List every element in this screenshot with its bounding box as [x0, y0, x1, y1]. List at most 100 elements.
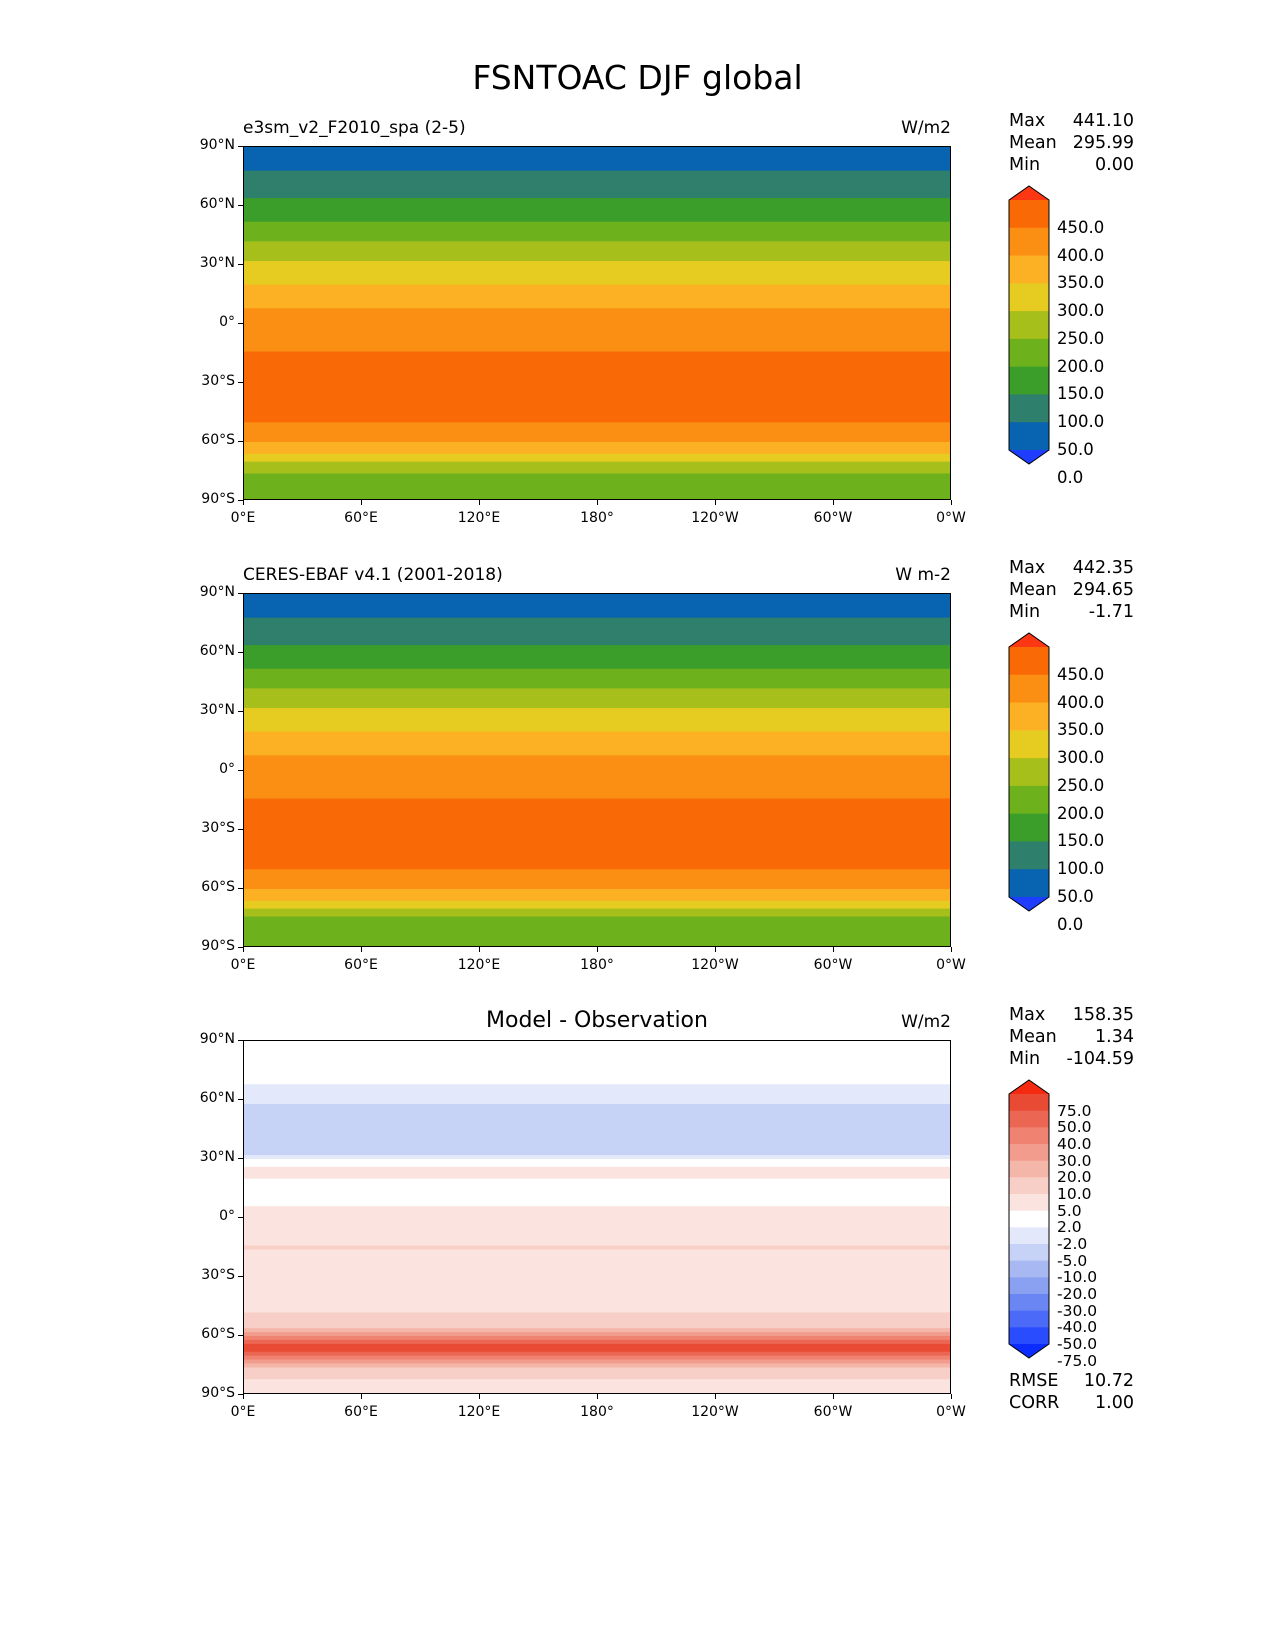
- colorbar-tick-label: -50.0: [1057, 1335, 1098, 1353]
- heatmap-band: [244, 837, 950, 843]
- heatmap-band: [244, 1100, 950, 1105]
- y-tick-label: 90°N: [199, 1031, 235, 1047]
- heatmap-band: [244, 316, 950, 321]
- colorbar-segment: [1009, 1194, 1049, 1212]
- heatmap-band: [244, 320, 950, 325]
- heatmap-band: [244, 1064, 950, 1070]
- panel-units: W m-2: [895, 565, 951, 585]
- x-tick-label: 60°W: [813, 1404, 853, 1420]
- heatmap-band: [244, 154, 950, 160]
- colorbar-tick-label: 350.0: [1057, 720, 1105, 740]
- heatmap-band: [244, 688, 950, 693]
- heatmap-band: [244, 465, 950, 471]
- heatmap-band: [244, 1135, 950, 1140]
- heatmap-band: [244, 347, 950, 353]
- heatmap-band: [244, 912, 950, 918]
- heatmap-band: [244, 1320, 950, 1325]
- heatmap-band: [244, 771, 950, 776]
- colorbar-segment: [1009, 1244, 1049, 1262]
- heatmap-band: [244, 755, 950, 760]
- heatmap-band: [244, 461, 950, 467]
- heatmap-band: [244, 241, 950, 246]
- y-tick-label: 90°S: [201, 1385, 235, 1401]
- stat-key: Mean: [1009, 1027, 1057, 1047]
- colorbar-extend-max: [1009, 186, 1049, 200]
- heatmap-band: [244, 1084, 950, 1089]
- heatmap-band: [244, 1269, 950, 1274]
- heatmap-band: [244, 213, 950, 219]
- colorbar-tick-label: 0.0: [1057, 467, 1084, 487]
- heatmap-band: [244, 335, 950, 341]
- y-tick-label: 90°N: [199, 584, 235, 600]
- stat-key: Max: [1009, 1005, 1046, 1025]
- heatmap-band: [244, 778, 950, 784]
- heatmap-band: [244, 633, 950, 638]
- heatmap-band: [244, 355, 950, 360]
- panel-units: W/m2: [901, 118, 951, 138]
- heatmap-band: [244, 1056, 950, 1062]
- heatmap-band: [244, 221, 950, 227]
- heatmap-band: [244, 1076, 950, 1081]
- heatmap-band: [244, 1300, 950, 1306]
- heatmap-band: [244, 1186, 950, 1192]
- heatmap-band: [244, 1052, 950, 1058]
- heatmap-band: [244, 810, 950, 815]
- heatmap-band: [244, 300, 950, 305]
- x-tick-label: 180°: [580, 1404, 614, 1420]
- colorbar-tick-label: 0.0: [1057, 914, 1084, 934]
- heatmap-band: [244, 798, 950, 804]
- heatmap-band: [244, 485, 950, 490]
- heatmap-band: [244, 261, 950, 266]
- heatmap-band: [244, 617, 950, 623]
- heatmap-band: [244, 198, 950, 203]
- stat-row: Mean 1.34: [1009, 1026, 1134, 1048]
- stat-value: 1.34: [1095, 1027, 1134, 1047]
- heatmap-band: [244, 166, 950, 172]
- heatmap-band: [244, 414, 950, 419]
- heatmap-band: [244, 869, 950, 874]
- colorbar-tick-label: -2.0: [1057, 1235, 1088, 1253]
- heatmap-band: [244, 826, 950, 831]
- heatmap-band: [244, 896, 950, 902]
- heatmap-band: [244, 889, 950, 894]
- heatmap-band: [244, 1127, 950, 1133]
- colorbar-tick-label: 100.0: [1057, 859, 1105, 879]
- heatmap-band: [244, 1218, 950, 1223]
- colorbar-tick-label: -30.0: [1057, 1301, 1098, 1320]
- stat-key: CORR: [1009, 1393, 1060, 1413]
- heatmap-band: [244, 386, 950, 392]
- heatmap-band: [244, 865, 950, 870]
- colorbar-tick-label: -40.0: [1057, 1318, 1098, 1337]
- heatmap-band: [244, 1237, 950, 1243]
- y-tick-mark: [238, 323, 243, 324]
- heatmap-band: [244, 1328, 950, 1333]
- heatmap-band: [244, 1296, 950, 1302]
- colorbar: [1008, 632, 1050, 916]
- colorbar-segment: [1009, 311, 1049, 340]
- colorbar-tick-label: 30.0: [1057, 1151, 1092, 1170]
- heatmap-band: [244, 445, 950, 451]
- heatmap-band: [244, 916, 950, 922]
- heatmap-band: [244, 1316, 950, 1321]
- heatmap-band: [244, 217, 950, 223]
- heatmap-band: [244, 881, 950, 886]
- heatmap-band: [244, 1072, 950, 1077]
- colorbar-tick-label: 20.0: [1057, 1168, 1092, 1187]
- y-tick-label: 90°S: [201, 491, 235, 507]
- heatmap-band: [244, 814, 950, 819]
- colorbar-segment: [1009, 813, 1049, 842]
- heatmap-band: [244, 351, 950, 357]
- stat-value: 442.35: [1072, 558, 1134, 578]
- heatmap-band: [244, 1088, 950, 1093]
- x-tick-label: 0°E: [230, 1404, 256, 1420]
- panel-label: CERES-EBAF v4.1 (2001-2018): [243, 565, 503, 585]
- stat-row: Mean 295.99: [1009, 132, 1134, 154]
- heatmap-band: [244, 1044, 950, 1050]
- heatmap-band: [244, 609, 950, 615]
- heatmap-band: [244, 1178, 950, 1184]
- heatmap-band: [244, 613, 950, 619]
- x-tick-label: 120°E: [457, 510, 501, 526]
- colorbar-outline: [1008, 1079, 1050, 1359]
- y-tick-mark: [238, 1040, 243, 1041]
- x-tick-mark: [833, 1394, 834, 1399]
